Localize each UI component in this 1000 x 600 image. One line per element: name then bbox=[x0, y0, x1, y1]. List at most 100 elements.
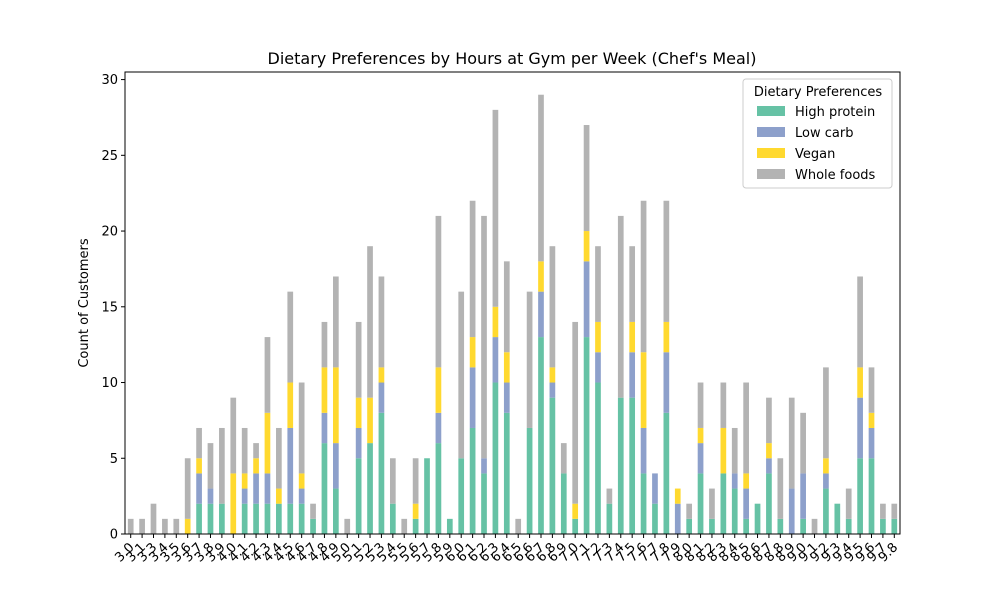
bar-low-carb-6.8 bbox=[549, 382, 556, 398]
bar-vegan-7.8 bbox=[663, 321, 670, 353]
bar-high-protein-3.7 bbox=[196, 503, 202, 534]
bar-whole-foods-6.0 bbox=[458, 291, 465, 459]
bar-vegan-4.2 bbox=[253, 458, 259, 474]
bar-vegan-8.7 bbox=[766, 443, 772, 459]
bar-whole-foods-8.2 bbox=[709, 488, 715, 519]
x-axis: 3.03.13.33.43.53.63.73.83.94.04.14.24.34… bbox=[112, 534, 901, 565]
bar-whole-foods-5.4 bbox=[389, 458, 396, 504]
bar-whole-foods-3.3 bbox=[150, 503, 157, 534]
bars-group bbox=[127, 94, 898, 534]
bar-whole-foods-5.6 bbox=[412, 458, 419, 504]
bar-low-carb-6.4 bbox=[503, 382, 510, 413]
bar-whole-foods-7.1 bbox=[583, 125, 590, 232]
bar-high-protein-7.7 bbox=[652, 503, 658, 534]
bar-whole-foods-6.4 bbox=[503, 261, 510, 353]
bar-high-protein-8.3 bbox=[720, 473, 727, 534]
bar-high-protein-4.9 bbox=[333, 488, 339, 534]
bar-low-carb-5.8 bbox=[435, 412, 442, 444]
bar-high-protein-7.5 bbox=[629, 397, 636, 534]
bar-whole-foods-9.5 bbox=[857, 276, 863, 368]
bar-vegan-3.7 bbox=[196, 458, 202, 474]
bar-low-carb-6.3 bbox=[492, 337, 499, 383]
bar-vegan-4.3 bbox=[264, 412, 271, 474]
bar-whole-foods-6.5 bbox=[515, 518, 522, 534]
bar-vegan-5.8 bbox=[435, 367, 442, 413]
bar-high-protein-7.1 bbox=[583, 337, 590, 534]
bar-low-carb-6.1 bbox=[469, 367, 476, 428]
bar-whole-foods-5.5 bbox=[401, 518, 408, 534]
y-tick-label: 30 bbox=[101, 73, 118, 88]
bar-vegan-7.9 bbox=[674, 488, 681, 504]
legend-swatch-low-carb bbox=[757, 127, 785, 137]
bar-low-carb-7.8 bbox=[663, 352, 670, 413]
bar-low-carb-4.1 bbox=[241, 488, 248, 504]
bar-high-protein-4.4 bbox=[276, 503, 282, 534]
bar-whole-foods-3.9 bbox=[219, 427, 225, 504]
bar-whole-foods-7.8 bbox=[663, 200, 670, 322]
bar-high-protein-9.0 bbox=[800, 518, 806, 534]
bar-vegan-5.6 bbox=[412, 503, 419, 519]
bar-vegan-7.2 bbox=[595, 321, 601, 353]
bar-whole-foods-8.7 bbox=[766, 397, 772, 444]
bar-vegan-5.1 bbox=[355, 397, 362, 428]
bar-high-protein-4.2 bbox=[253, 503, 259, 534]
y-tick-label: 15 bbox=[101, 300, 118, 315]
bar-high-protein-6.2 bbox=[481, 473, 487, 534]
bar-whole-foods-9.8 bbox=[891, 503, 898, 519]
bar-high-protein-9.3 bbox=[834, 503, 841, 534]
bar-low-carb-9.2 bbox=[823, 473, 829, 489]
bar-low-carb-5.1 bbox=[355, 427, 362, 459]
bar-high-protein-9.6 bbox=[868, 458, 875, 534]
bar-high-protein-9.8 bbox=[891, 518, 898, 534]
bar-high-protein-5.8 bbox=[435, 443, 442, 534]
bar-whole-foods-6.8 bbox=[549, 246, 556, 368]
legend: Dietary Preferences High protein Low carb… bbox=[742, 78, 893, 189]
bar-high-protein-9.5 bbox=[857, 458, 863, 534]
bar-high-protein-6.0 bbox=[458, 458, 465, 534]
bar-whole-foods-5.2 bbox=[367, 246, 373, 398]
bar-high-protein-7.4 bbox=[617, 397, 624, 534]
bar-whole-foods-5.0 bbox=[344, 518, 351, 534]
bar-vegan-8.1 bbox=[697, 427, 704, 444]
bar-high-protein-6.3 bbox=[492, 382, 499, 534]
bar-low-carb-7.5 bbox=[629, 352, 636, 398]
bar-vegan-5.3 bbox=[378, 367, 385, 383]
bar-vegan-6.3 bbox=[492, 306, 499, 338]
bar-high-protein-4.3 bbox=[264, 503, 271, 534]
bar-vegan-7.0 bbox=[572, 503, 579, 519]
bar-high-protein-5.2 bbox=[367, 443, 373, 534]
bar-whole-foods-8.1 bbox=[697, 382, 704, 428]
bar-whole-foods-3.1 bbox=[139, 518, 145, 534]
bar-vegan-5.2 bbox=[367, 397, 373, 444]
bar-low-carb-8.1 bbox=[697, 443, 704, 474]
bar-vegan-9.2 bbox=[823, 458, 829, 474]
y-axis: 0 5 10 15 20 25 30 bbox=[101, 73, 125, 543]
bar-whole-foods-4.2 bbox=[253, 443, 259, 459]
bar-whole-foods-7.2 bbox=[595, 246, 601, 322]
y-tick-label: 0 bbox=[110, 528, 118, 543]
y-tick-label: 25 bbox=[101, 149, 118, 164]
bar-whole-foods-9.1 bbox=[811, 518, 818, 534]
bar-high-protein-4.1 bbox=[241, 503, 248, 534]
bar-whole-foods-7.5 bbox=[629, 246, 636, 322]
bar-whole-foods-4.4 bbox=[276, 427, 282, 489]
bar-high-protein-7.8 bbox=[663, 412, 670, 534]
bar-high-protein-5.3 bbox=[378, 412, 385, 534]
bar-whole-foods-5.8 bbox=[435, 215, 442, 368]
bar-low-carb-8.7 bbox=[766, 458, 772, 474]
legend-label-high-protein: High protein bbox=[795, 105, 875, 120]
bar-high-protein-6.8 bbox=[549, 397, 556, 534]
plot-frame bbox=[124, 71, 901, 535]
bar-high-protein-5.9 bbox=[446, 518, 453, 534]
bar-low-carb-4.3 bbox=[264, 473, 271, 504]
bar-high-protein-9.4 bbox=[845, 518, 852, 534]
bar-high-protein-8.6 bbox=[754, 503, 761, 534]
bar-vegan-9.5 bbox=[857, 367, 863, 398]
y-axis-label: Count of Customers bbox=[77, 238, 92, 368]
bar-high-protein-4.8 bbox=[321, 443, 328, 534]
bar-vegan-7.1 bbox=[583, 231, 590, 262]
bar-whole-foods-6.2 bbox=[481, 215, 487, 459]
bar-whole-foods-4.3 bbox=[264, 337, 271, 413]
bar-high-protein-5.6 bbox=[412, 518, 419, 534]
bar-low-carb-4.8 bbox=[321, 412, 328, 444]
